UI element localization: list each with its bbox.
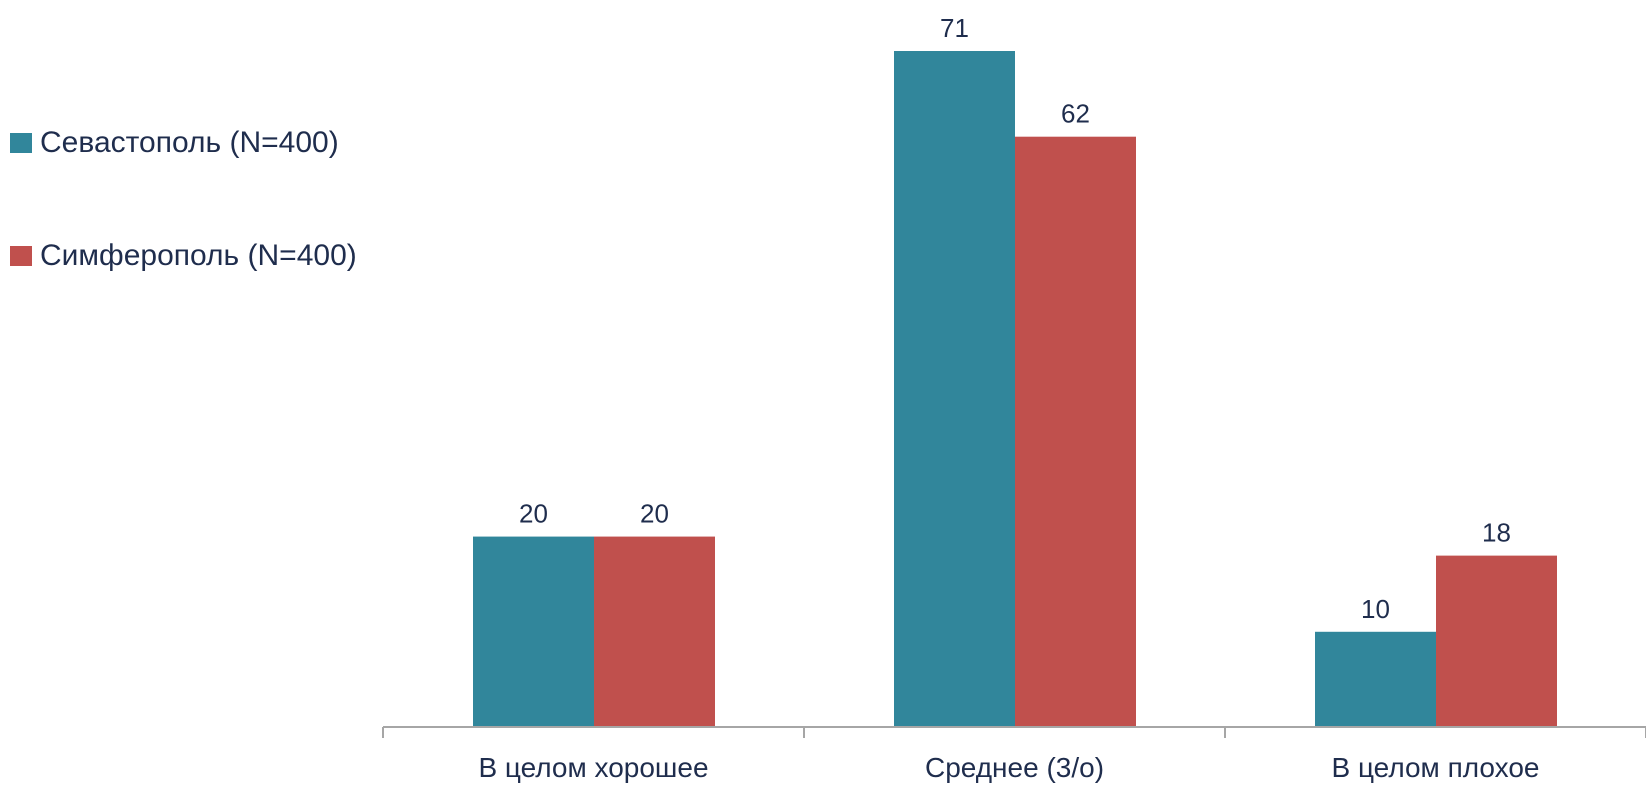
bar-simferopol-2 xyxy=(1436,555,1557,727)
category-label-0: В целом хорошее xyxy=(478,752,708,783)
legend-item-simferopol: Симферополь (N=400) xyxy=(10,239,357,273)
bar-sevastopol-0 xyxy=(473,536,594,727)
bar-simferopol-1 xyxy=(1015,136,1136,728)
bar-sevastopol-1 xyxy=(894,51,1015,727)
data-label-simferopol-2: 18 xyxy=(1482,518,1511,548)
legend-label-sevastopol: Севастополь (N=400) xyxy=(40,126,339,159)
legend-label-simferopol: Симферополь (N=400) xyxy=(40,239,357,272)
data-label-sevastopol-2: 10 xyxy=(1361,594,1390,624)
legend-swatch-sevastopol xyxy=(10,133,32,153)
data-label-sevastopol-1: 71 xyxy=(940,13,969,43)
data-label-simferopol-0: 20 xyxy=(640,499,669,529)
legend-item-sevastopol: Севастополь (N=400) xyxy=(10,126,339,160)
data-label-sevastopol-0: 20 xyxy=(519,499,548,529)
category-label-1: Среднее (3/о) xyxy=(925,752,1104,783)
bar-sevastopol-2 xyxy=(1315,631,1436,727)
bar-simferopol-0 xyxy=(594,536,715,727)
legend-swatch-simferopol xyxy=(10,246,32,266)
category-label-2: В целом плохое xyxy=(1332,752,1540,783)
data-label-simferopol-1: 62 xyxy=(1061,99,1090,129)
